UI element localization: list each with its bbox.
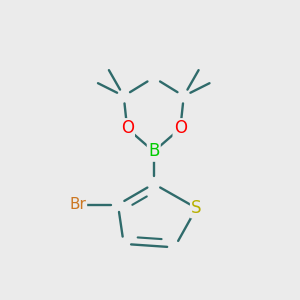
Text: O: O: [174, 119, 187, 137]
Text: O: O: [121, 119, 134, 137]
Text: S: S: [191, 199, 202, 217]
Text: B: B: [148, 142, 159, 160]
Text: Br: Br: [69, 197, 86, 212]
